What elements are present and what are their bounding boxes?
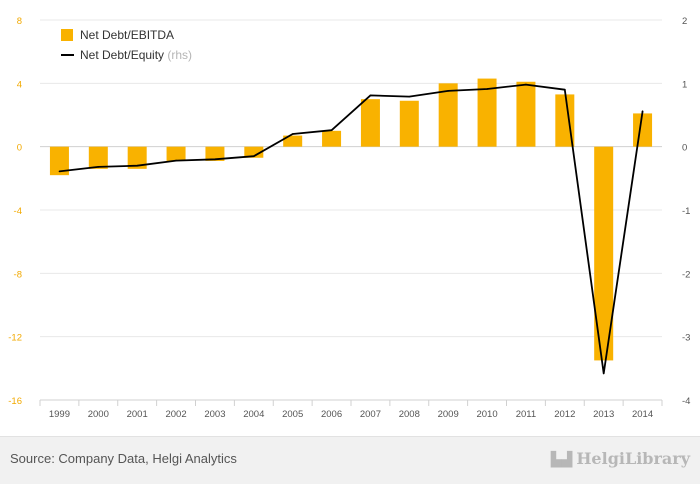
bar-series-net-debt-ebitda [49,78,653,361]
legend-swatch-bar [61,29,73,41]
bar [633,113,653,147]
bar [244,146,264,158]
line-point [486,88,488,90]
x-tick-label: 2006 [321,409,342,420]
x-tick-label: 2013 [593,409,614,420]
line-series-net-debt-equity [58,83,644,375]
legend-label-bar: Net Debt/EBITDA [80,28,174,42]
bar [166,146,186,161]
bar [322,130,342,147]
source-note: Source: Company Data, Helgi Analytics [10,451,237,466]
line-point [214,158,216,161]
legend: Net Debt/EBITDA Net Debt/Equity (rhs) [61,28,192,62]
line-point [447,90,449,92]
line-point [97,166,100,168]
bar [49,146,69,176]
line-point [369,94,372,97]
line-point [330,129,333,131]
y-left-tick-label: -8 [14,269,22,280]
x-tick-label: 2001 [127,409,148,420]
bar [477,78,497,147]
footer: Source: Company Data, Helgi Analytics ▙▟… [0,436,700,484]
y-right-tick-label: 0 [682,143,687,154]
y-left-tick-label: 4 [17,79,22,90]
brand-logo: ▙▟ HelgiLibrary [551,449,690,468]
x-tick-label: 2008 [399,409,420,420]
x-tick-label: 2009 [438,409,459,420]
brand-name: HelgiLibrary [576,449,690,468]
city-skyline-icon: ▙▟ [550,452,573,468]
y-left-tick-label: -16 [8,396,22,407]
x-tick-label: 2007 [360,409,381,420]
bar [88,146,108,169]
x-tick-label: 2010 [476,409,497,420]
line-point [408,95,411,98]
legend-rhs-note: (rhs) [167,48,192,62]
axes: 8 4 0 -4 -8 -12 -16 2 1 0 -1 -2 -3 -4 1999 2000 2001 2002… [8,16,690,420]
y-right-tick-label: -4 [682,396,690,407]
y-right-tick-label: -2 [682,269,690,280]
line-point [58,170,61,173]
x-tick-label: 2000 [88,409,109,420]
x-tick-label: 2005 [282,409,303,420]
y-right-tick-label: 1 [682,79,687,90]
y-right-tick-label: 2 [682,16,687,27]
line-point [253,155,255,157]
y-right-tick-label: -3 [682,333,690,344]
bar [438,83,458,147]
line-point [564,88,566,91]
x-tick-label: 2002 [165,409,186,420]
line-point [175,159,177,162]
line-point [136,164,138,167]
bar [127,146,147,169]
legend-label-line: Net Debt/Equity (rhs) [80,48,192,62]
bar [516,81,536,147]
gridlines [40,19,662,401]
x-tick-label: 2011 [516,409,536,420]
bar [399,100,419,147]
bar [360,99,380,147]
line-point [602,372,605,375]
x-tick-label: 2004 [243,409,264,420]
x-tick-label: 2003 [204,409,225,420]
bar [555,94,575,147]
x-tick-label: 1999 [49,409,70,420]
line-point [641,110,644,112]
bar [205,146,225,161]
bar [283,135,303,147]
y-left-tick-label: -12 [8,333,22,344]
line-point [291,133,294,135]
y-right-tick-label: -1 [682,206,690,217]
line-point [525,83,527,86]
bar [594,146,614,361]
x-tick-label: 2014 [632,409,653,420]
x-tick-label: 2012 [554,409,575,420]
series-line [59,83,644,375]
y-left-tick-label: 8 [17,16,22,27]
y-left-tick-label: -4 [14,206,22,217]
y-left-tick-label: 0 [17,143,22,154]
